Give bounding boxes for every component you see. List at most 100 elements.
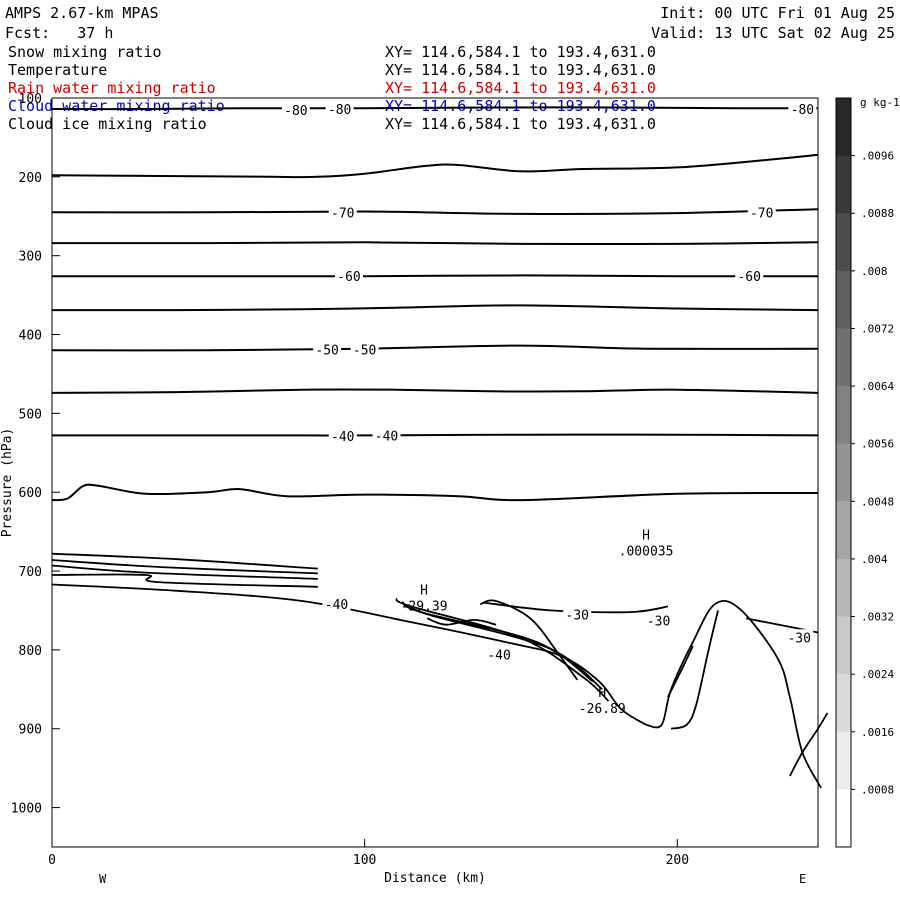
lower-contour-line bbox=[51, 573, 318, 588]
plot-frame bbox=[51, 97, 819, 848]
x-tick-label: 0 bbox=[48, 853, 56, 868]
colorbar-segment bbox=[836, 674, 851, 733]
colorbar-tick-label: .0008 bbox=[861, 783, 894, 796]
contour-label-bg bbox=[281, 101, 310, 116]
colorbar-tick-label: .004 bbox=[861, 553, 888, 566]
isotherm-line bbox=[51, 208, 819, 216]
lower-contour-line bbox=[51, 564, 318, 580]
y-tick-label: 800 bbox=[19, 644, 42, 659]
colorbar-tick-label: .0064 bbox=[861, 380, 894, 393]
isotherm-line bbox=[51, 274, 819, 278]
colorbar-tick-label: .0032 bbox=[861, 611, 894, 624]
contour-label: -40 bbox=[487, 649, 510, 664]
contour-label-bg bbox=[788, 101, 817, 116]
lower-contour-line bbox=[667, 645, 694, 698]
left-end-label: W bbox=[99, 872, 107, 886]
contour-label: -80 bbox=[328, 103, 351, 118]
field-xy-range: XY= 114.6,584.1 to 193.4,631.0 bbox=[385, 97, 656, 115]
lower-contour-line bbox=[51, 583, 647, 726]
contour-label: -40 bbox=[331, 430, 354, 445]
field-name: Cloud ice mixing ratio bbox=[8, 115, 207, 133]
field-name: Snow mixing ratio bbox=[8, 43, 162, 61]
x-tick-label: 100 bbox=[353, 853, 376, 868]
lower-contour-line bbox=[51, 552, 318, 570]
contour-label-bg bbox=[644, 612, 673, 627]
model-title: AMPS 2.67-km MPAS bbox=[5, 4, 159, 22]
y-axis-label: Pressure (hPa) bbox=[0, 428, 15, 538]
colorbar-tick-label: .0024 bbox=[861, 668, 894, 681]
isotherm-line bbox=[51, 241, 819, 246]
y-tick-label: 900 bbox=[19, 723, 42, 738]
colorbar-segment bbox=[836, 270, 851, 329]
contour-label: -80 bbox=[284, 104, 307, 119]
y-tick-label: 700 bbox=[19, 565, 42, 580]
isotherm-line bbox=[51, 388, 819, 394]
contour-label-bg bbox=[372, 427, 401, 442]
extremum-value: .000035 bbox=[619, 544, 674, 559]
y-tick-label: 600 bbox=[19, 486, 42, 501]
contour-label-bg bbox=[350, 341, 379, 356]
init-time: Init: 00 UTC Fri 01 Aug 25 bbox=[660, 4, 895, 22]
contour-label: -50 bbox=[353, 344, 376, 359]
contour-label-bg bbox=[735, 268, 764, 283]
x-tick-label: 200 bbox=[666, 853, 689, 868]
contour-label-bg bbox=[328, 428, 357, 443]
y-tick-label: 1000 bbox=[11, 802, 42, 817]
isotherm-line bbox=[51, 344, 819, 352]
colorbar-tick-label: .008 bbox=[861, 265, 888, 278]
colorbar-segment bbox=[836, 501, 851, 560]
contour-label: -30 bbox=[787, 631, 810, 646]
extremum-symbol: H bbox=[420, 584, 428, 599]
contour-label: -70 bbox=[750, 206, 773, 221]
contour-label-bg bbox=[325, 101, 354, 116]
lower-contour-line bbox=[670, 610, 719, 730]
y-tick-label: 400 bbox=[19, 329, 42, 344]
lower-contour-line bbox=[407, 604, 603, 691]
colorbar-tick-label: .0088 bbox=[861, 207, 894, 220]
colorbar-segment bbox=[836, 328, 851, 387]
extremum-value: -29.39 bbox=[401, 600, 448, 615]
contour-label-bg bbox=[335, 268, 364, 283]
field-xy-range: XY= 114.6,584.1 to 193.4,631.0 bbox=[385, 79, 656, 97]
colorbar-segment bbox=[836, 616, 851, 675]
contour-label: -30 bbox=[647, 615, 670, 630]
isotherm-line bbox=[51, 106, 819, 111]
lower-contour-line bbox=[479, 599, 579, 681]
colorbar-segment bbox=[836, 789, 851, 848]
field-name: Cloud water mixing ratio bbox=[8, 97, 225, 115]
colorbar-tick-label: .0056 bbox=[861, 438, 894, 451]
lower-contour-line bbox=[401, 601, 594, 683]
lower-contour-line bbox=[426, 617, 497, 626]
contour-label: -70 bbox=[331, 206, 354, 221]
contour-label-bg bbox=[313, 341, 342, 356]
colorbar-tick-label: .0016 bbox=[861, 726, 894, 739]
y-tick-label: 300 bbox=[19, 250, 42, 265]
y-tick-label: 500 bbox=[19, 407, 42, 422]
colorbar-tick-label: .0048 bbox=[861, 495, 894, 508]
contour-label: -50 bbox=[315, 344, 338, 359]
isotherm-line bbox=[51, 483, 819, 502]
colorbar-segment bbox=[836, 155, 851, 214]
colorbar-segment bbox=[836, 98, 851, 157]
y-tick-label: 100 bbox=[19, 92, 42, 107]
field-xy-range: XY= 114.6,584.1 to 193.4,631.0 bbox=[385, 61, 656, 79]
contour-label-bg bbox=[485, 646, 514, 661]
contour-label-bg bbox=[785, 629, 814, 644]
colorbar-tick-label: .0072 bbox=[861, 322, 894, 335]
colorbar-segment bbox=[836, 386, 851, 445]
extremum-symbol: H bbox=[642, 528, 650, 543]
contour-label: -30 bbox=[566, 608, 589, 623]
right-end-label: E bbox=[799, 872, 807, 886]
lower-contour-line bbox=[645, 599, 822, 789]
contour-label-bg bbox=[563, 606, 592, 621]
contour-label-bg bbox=[747, 204, 776, 219]
contour-label-bg bbox=[328, 204, 357, 219]
forecast-hour: Fcst: 37 h bbox=[5, 24, 114, 42]
isotherm-line bbox=[51, 153, 819, 179]
colorbar-segment bbox=[836, 443, 851, 502]
isotherm-line bbox=[52, 433, 819, 437]
contour-label: -40 bbox=[375, 429, 398, 444]
field-xy-range: XY= 114.6,584.1 to 193.4,631.0 bbox=[385, 115, 656, 133]
lower-contour-line bbox=[789, 712, 829, 777]
